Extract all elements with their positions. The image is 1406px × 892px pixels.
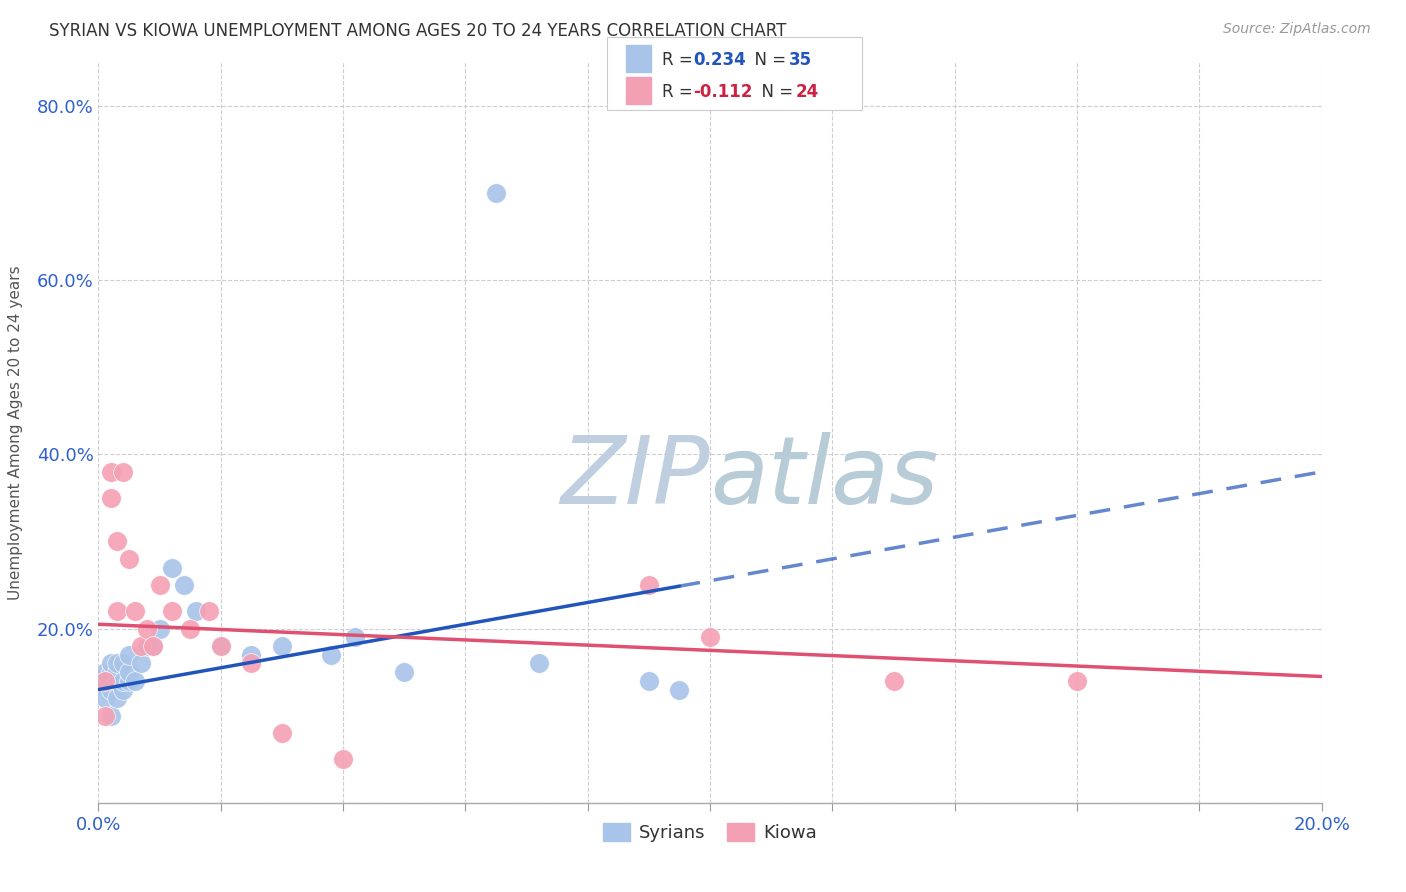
Point	[392, 665, 416, 680]
Legend: Syrians, Kiowa: Syrians, Kiowa	[596, 815, 824, 849]
Point	[129, 657, 152, 671]
Point	[197, 604, 219, 618]
Point	[93, 673, 115, 688]
Text: 0.234: 0.234	[693, 51, 747, 70]
Point	[209, 639, 232, 653]
Text: -0.112: -0.112	[693, 83, 752, 102]
Point	[100, 682, 122, 697]
Point	[173, 578, 195, 592]
Text: N =: N =	[751, 83, 799, 102]
Point	[149, 578, 172, 592]
Point	[136, 622, 159, 636]
Point	[124, 673, 146, 688]
Text: atlas: atlas	[710, 432, 938, 523]
Point	[485, 186, 508, 200]
Point	[111, 673, 134, 688]
Point	[240, 657, 263, 671]
Point	[527, 657, 550, 671]
Point	[136, 639, 159, 653]
Text: Source: ZipAtlas.com: Source: ZipAtlas.com	[1223, 22, 1371, 37]
Point	[111, 465, 134, 479]
Point	[111, 657, 134, 671]
Point	[240, 648, 263, 662]
Point	[179, 622, 201, 636]
Point	[93, 708, 115, 723]
Point	[93, 665, 115, 680]
Point	[186, 604, 208, 618]
Point	[118, 673, 141, 688]
Point	[105, 657, 128, 671]
Point	[270, 726, 292, 740]
Text: ZIP: ZIP	[561, 432, 710, 523]
Point	[699, 630, 721, 644]
Point	[160, 560, 183, 574]
Point	[93, 691, 115, 706]
Point	[332, 752, 354, 766]
Text: SYRIAN VS KIOWA UNEMPLOYMENT AMONG AGES 20 TO 24 YEARS CORRELATION CHART: SYRIAN VS KIOWA UNEMPLOYMENT AMONG AGES …	[49, 22, 786, 40]
Point	[1066, 673, 1088, 688]
Point	[111, 682, 134, 697]
Point	[209, 639, 232, 653]
Point	[344, 630, 367, 644]
Point	[124, 604, 146, 618]
Text: R =: R =	[662, 83, 699, 102]
Point	[105, 665, 128, 680]
Point	[100, 465, 122, 479]
Point	[100, 491, 122, 505]
Point	[637, 578, 661, 592]
Text: R =: R =	[662, 51, 699, 70]
Y-axis label: Unemployment Among Ages 20 to 24 years: Unemployment Among Ages 20 to 24 years	[8, 265, 22, 600]
Point	[100, 708, 122, 723]
Point	[149, 622, 172, 636]
Point	[100, 665, 122, 680]
Point	[883, 673, 905, 688]
Point	[100, 657, 122, 671]
Point	[118, 648, 141, 662]
Text: 24: 24	[796, 83, 820, 102]
Point	[319, 648, 342, 662]
Text: 35: 35	[789, 51, 811, 70]
Point	[93, 673, 115, 688]
Point	[270, 639, 292, 653]
Point	[668, 682, 690, 697]
Point	[105, 673, 128, 688]
Point	[160, 604, 183, 618]
Point	[637, 673, 661, 688]
Point	[129, 639, 152, 653]
Point	[118, 665, 141, 680]
Point	[142, 639, 165, 653]
Point	[105, 534, 128, 549]
Point	[105, 691, 128, 706]
Point	[105, 604, 128, 618]
Point	[118, 552, 141, 566]
Text: N =: N =	[744, 51, 792, 70]
Point	[142, 639, 165, 653]
